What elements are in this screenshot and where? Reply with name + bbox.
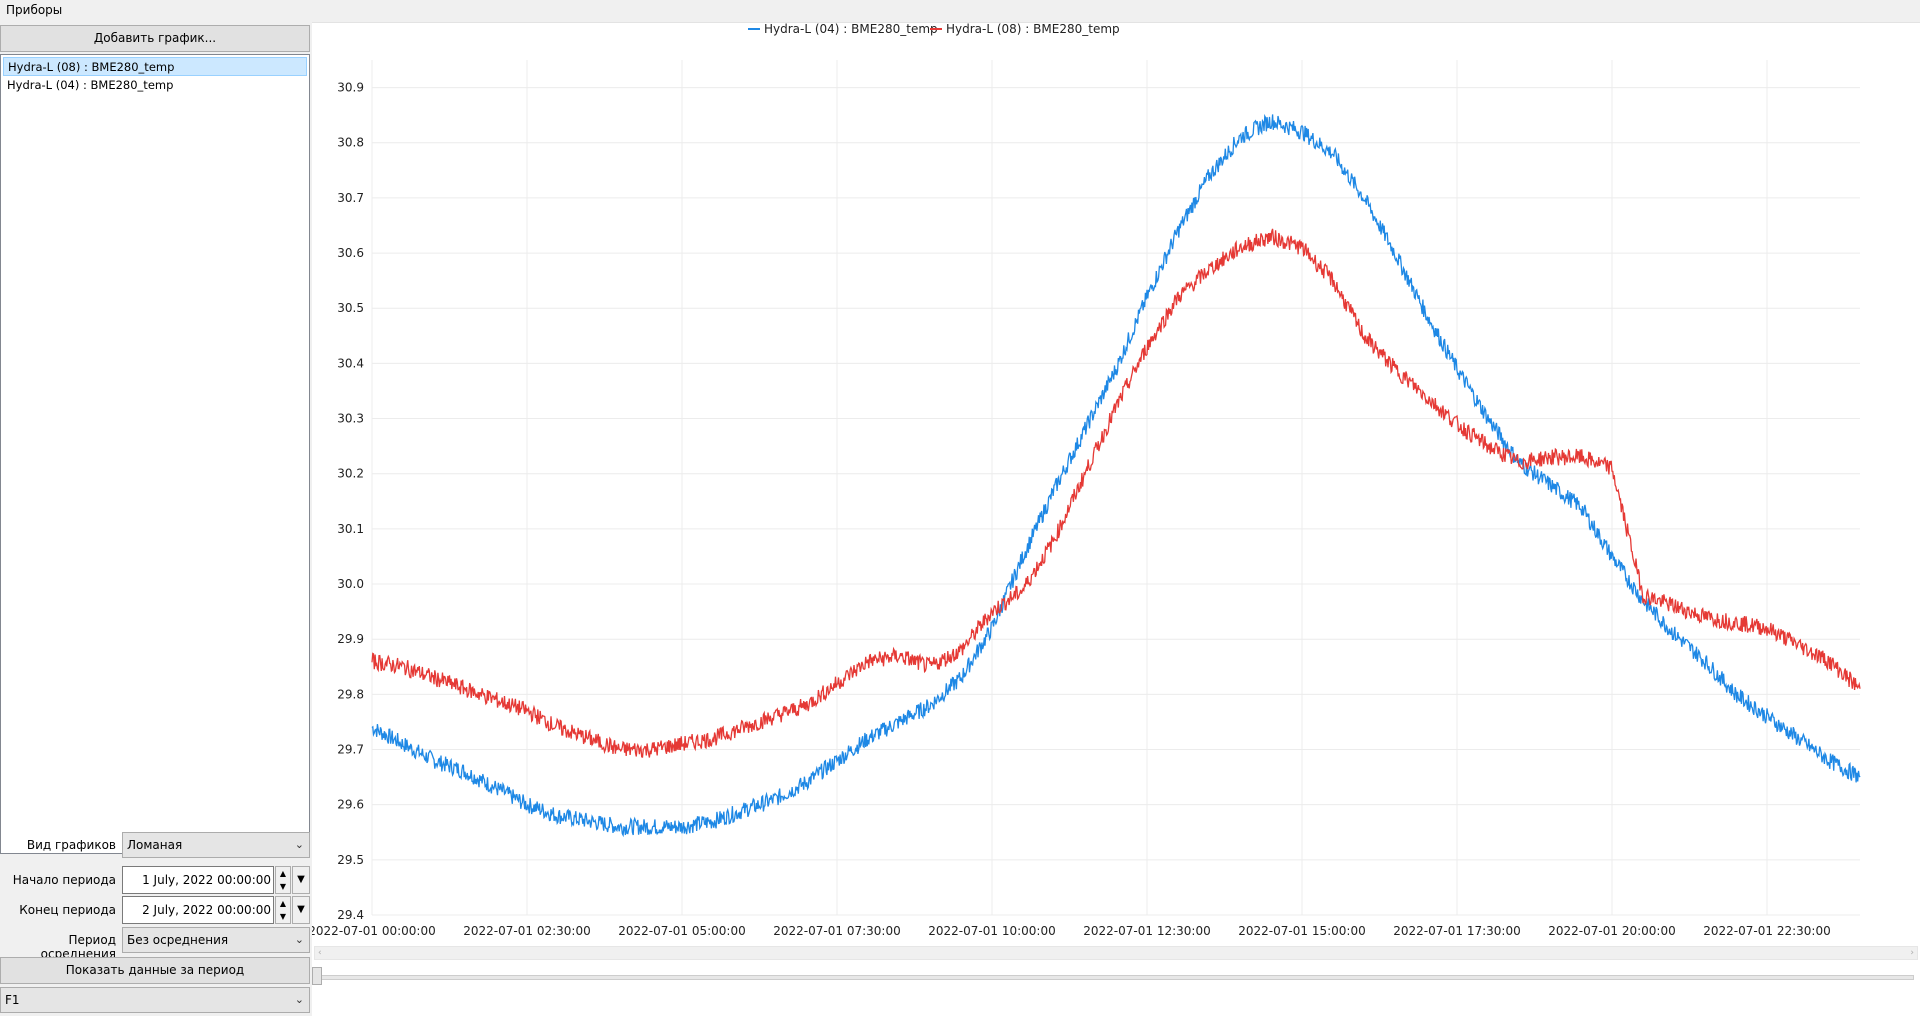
spin-down-icon[interactable]: ▼: [279, 912, 287, 921]
left-panel: Добавить график... Hydra-L (08) : BME280…: [0, 22, 312, 1016]
y-tick-label: 30.6: [337, 246, 364, 260]
chart-type-label: Вид графиков: [26, 838, 116, 852]
y-tick-label: 29.6: [337, 798, 364, 812]
bottom-select-value: F1: [5, 993, 20, 1007]
x-tick-label: 2022-07-01 07:30:00: [773, 924, 900, 938]
bottom-select[interactable]: F1 ⌄: [0, 987, 310, 1013]
scroll-right-icon[interactable]: ›: [1910, 948, 1914, 958]
y-tick-label: 29.9: [337, 632, 364, 646]
y-tick-label: 30.3: [337, 412, 364, 426]
chart-area: 29.4 29.5 29.6 29.7 29.8 29.9 30.0 30.1 30.2 30.3…: [308, 22, 1920, 942]
chart-type-select[interactable]: Ломаная ⌄: [122, 832, 310, 858]
spin-up-icon[interactable]: ▲: [279, 869, 287, 878]
menu-bar: Приборы: [0, 0, 1920, 23]
x-tick-label: 2022-07-01 15:00:00: [1238, 924, 1365, 938]
y-tick-label: 29.5: [337, 853, 364, 867]
chevron-down-icon: ⌄: [294, 838, 304, 851]
averaging-period-value: Без осреднения: [127, 933, 229, 947]
y-tick-label: 30.8: [337, 136, 364, 150]
chevron-down-icon: ⌄: [294, 993, 304, 1006]
x-tick-label: 2022-07-01 00:00:00: [312, 924, 436, 938]
start-period-spinner[interactable]: ▲ ▼: [275, 866, 291, 894]
end-period-input[interactable]: 2 July, 2022 00:00:00: [122, 896, 274, 924]
end-period-label: Конец периода: [19, 903, 116, 917]
series-list-item[interactable]: Hydra-L (08) : BME280_temp: [3, 57, 307, 76]
series-list-item[interactable]: Hydra-L (04) : BME280_temp: [7, 78, 174, 92]
y-tick-label: 30.0: [337, 577, 364, 591]
y-tick-label: 29.4: [337, 908, 364, 922]
time-slider[interactable]: [312, 966, 1918, 986]
horizontal-scrollbar[interactable]: ‹ ›: [314, 946, 1918, 960]
start-period-label: Начало периода: [12, 873, 116, 887]
chevron-down-icon: ⌄: [294, 933, 304, 946]
x-tick-label: 2022-07-01 17:30:00: [1393, 924, 1520, 938]
x-tick-label: 2022-07-01 12:30:00: [1083, 924, 1210, 938]
y-tick-label: 29.8: [337, 687, 364, 701]
chart-type-value: Ломаная: [127, 838, 183, 852]
series-line: [371, 228, 1861, 758]
x-tick-label: 2022-07-01 22:30:00: [1703, 924, 1830, 938]
legend-label: Hydra-L (04) : BME280_temp: [764, 22, 938, 36]
x-tick-label: 2022-07-01 20:00:00: [1548, 924, 1675, 938]
spin-up-icon[interactable]: ▲: [279, 899, 287, 908]
line-chart: 29.4 29.5 29.6 29.7 29.8 29.9 30.0 30.1 30.2 30.3…: [308, 22, 1861, 938]
slider-thumb[interactable]: [312, 967, 322, 985]
triangle-down-icon: ▼: [297, 874, 305, 885]
series-list[interactable]: Hydra-L (08) : BME280_temp Hydra-L (04) …: [0, 54, 310, 854]
y-tick-label: 30.9: [337, 81, 364, 95]
spin-down-icon[interactable]: ▼: [279, 882, 287, 891]
series-line: [371, 113, 1861, 838]
x-tick-label: 2022-07-01 05:00:00: [618, 924, 745, 938]
y-tick-label: 30.5: [337, 301, 364, 315]
y-tick-label: 29.7: [337, 743, 364, 757]
start-period-dropdown[interactable]: ▼: [292, 866, 310, 894]
y-tick-label: 30.4: [337, 356, 364, 370]
show-period-data-button[interactable]: Показать данные за период: [0, 957, 310, 984]
legend-label: Hydra-L (08) : BME280_temp: [946, 22, 1120, 36]
y-tick-label: 30.7: [337, 191, 364, 205]
end-period-spinner[interactable]: ▲ ▼: [275, 896, 291, 924]
scroll-left-icon[interactable]: ‹: [318, 948, 322, 958]
y-tick-label: 30.2: [337, 467, 364, 481]
add-chart-button[interactable]: Добавить график...: [0, 25, 310, 52]
menu-devices[interactable]: Приборы: [6, 3, 63, 17]
start-period-input[interactable]: 1 July, 2022 00:00:00: [122, 866, 274, 894]
end-period-dropdown[interactable]: ▼: [292, 896, 310, 924]
averaging-period-select[interactable]: Без осреднения ⌄: [122, 927, 310, 953]
x-tick-label: 2022-07-01 10:00:00: [928, 924, 1055, 938]
triangle-down-icon: ▼: [297, 904, 305, 915]
y-tick-label: 30.1: [337, 522, 364, 536]
slider-track: [316, 975, 1914, 980]
x-tick-label: 2022-07-01 02:30:00: [463, 924, 590, 938]
